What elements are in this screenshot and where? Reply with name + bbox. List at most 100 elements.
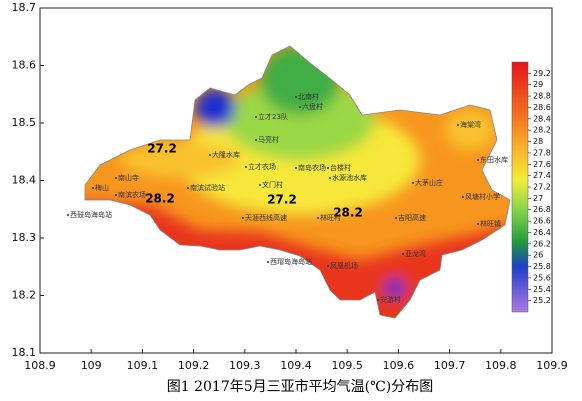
place-marker	[295, 167, 297, 169]
caption: 图1 2017年5月三亚市平均气温(℃)分布图	[167, 378, 433, 395]
place-marker	[462, 196, 464, 198]
place-marker	[115, 194, 117, 196]
place-name: 大隆水库	[212, 150, 240, 159]
colorbar	[511, 61, 529, 313]
place-name: 林旺镇	[480, 219, 501, 228]
place-name: 水源池水库	[332, 173, 367, 182]
place-marker	[209, 154, 211, 156]
place-marker	[477, 159, 479, 161]
place-marker	[395, 217, 397, 219]
y-tick-label: 18.1	[12, 346, 37, 359]
colorbar-tick-label: 27.8	[533, 148, 551, 157]
y-tick-label: 18.6	[12, 59, 37, 72]
colorbar-tick-label: 25.2	[533, 296, 551, 305]
place-marker	[255, 139, 257, 141]
place-marker	[317, 217, 319, 219]
place-name: 东田水库	[480, 155, 508, 164]
place-marker	[259, 184, 261, 186]
colorbar-tick-label: 29	[533, 80, 543, 89]
place-name: 六盘村	[302, 102, 323, 111]
y-tick-label: 18.4	[12, 174, 37, 187]
x-tick-label: 109	[81, 359, 102, 372]
place-marker	[92, 187, 94, 189]
place-name: 南山寺	[118, 173, 139, 182]
place-marker	[402, 253, 404, 255]
place-marker	[267, 261, 269, 263]
place-name: 安游村	[380, 295, 401, 304]
colorbar-tick-label: 28.8	[533, 92, 551, 101]
colorbar-tick-label: 27.4	[533, 171, 551, 180]
place-name: 风塘村小学	[465, 192, 500, 201]
coastline	[84, 45, 511, 319]
place-marker	[187, 187, 189, 189]
x-tick-label: 109.1	[127, 359, 159, 372]
colorbar-tick-label: 27.2	[533, 183, 551, 192]
contour-label: 28.2	[145, 192, 175, 206]
place-name: 立才23队	[258, 112, 288, 121]
place-name: 吉阳高速	[398, 213, 426, 222]
place-name: 南滨试验站	[190, 183, 225, 192]
place-marker	[377, 299, 379, 301]
place-marker	[327, 265, 329, 267]
place-marker	[327, 167, 329, 169]
x-tick-label: 109.9	[536, 359, 568, 372]
x-tick-label: 109.7	[434, 359, 466, 372]
x-tick-label: 109.8	[485, 359, 517, 372]
colorbar-tick-label: 26.2	[533, 239, 551, 248]
place-name: 凤凰机场	[330, 261, 358, 270]
colorbar-tick-label: 28.2	[533, 126, 551, 135]
x-tick-label: 109.5	[331, 359, 363, 372]
colorbar-tick-label: 28	[533, 137, 543, 146]
place-name: 西鼓岛海岛站	[70, 210, 112, 219]
place-name: 海棠湾	[460, 120, 481, 129]
place-marker	[255, 116, 257, 118]
colorbar-tick-label: 26.4	[533, 228, 551, 237]
x-tick-label: 109.4	[280, 359, 312, 372]
colorbar-tick-label: 26	[533, 251, 543, 260]
colorbar-tick-label: 29.2	[533, 69, 551, 78]
colorbar-tick-label: 28.4	[533, 114, 551, 123]
place-name: 天涯西线高速	[245, 213, 287, 222]
x-tick-label: 108.9	[24, 359, 56, 372]
place-marker	[245, 166, 247, 168]
place-name: 北南村	[298, 92, 319, 101]
place-marker	[67, 214, 69, 216]
place-marker	[412, 182, 414, 184]
place-name: 大茅山庄	[415, 178, 443, 187]
colorbar-tick-label: 26.8	[533, 205, 551, 214]
place-name: 台楼村	[330, 163, 351, 172]
colorbar-tick-label: 26.6	[533, 217, 551, 226]
place-marker	[299, 106, 301, 108]
colorbar-tick-label: 28.6	[533, 103, 551, 112]
place-name: 立才农场	[248, 162, 276, 171]
x-tick-label: 109.3	[229, 359, 261, 372]
place-name: 西瑁岛海岛站	[270, 257, 312, 266]
colorbar-tick-label: 27	[533, 194, 543, 203]
y-tick-label: 18.5	[12, 116, 37, 129]
place-name: 文门村	[262, 180, 283, 189]
y-tick-label: 18.3	[12, 231, 37, 244]
place-marker	[457, 124, 459, 126]
contour-label: 27.2	[147, 142, 177, 156]
place-marker	[115, 177, 117, 179]
colorbar-tick-label: 25.8	[533, 262, 551, 271]
place-name: 南滨农场	[118, 190, 146, 199]
contour-label: 28.2	[333, 206, 363, 220]
x-tick-label: 109.2	[178, 359, 210, 372]
place-name: 梅山	[95, 183, 109, 192]
place-marker	[477, 223, 479, 225]
place-name: 亚龙湾	[405, 249, 426, 258]
place-marker	[329, 177, 331, 179]
y-tick-label: 18.2	[12, 289, 37, 302]
contour-label: 27.2	[267, 193, 297, 207]
colorbar-tick-label: 27.6	[533, 160, 551, 169]
colorbar-tick-label: 25.4	[533, 285, 551, 294]
place-name: 林旺村	[320, 213, 341, 222]
colorbar-tick-label: 25.6	[533, 273, 551, 282]
place-marker	[295, 96, 297, 98]
place-marker	[242, 217, 244, 219]
x-tick-label: 109.6	[383, 359, 415, 372]
place-name: 马亮村	[258, 135, 279, 144]
place-name: 南岛农场	[298, 163, 326, 172]
